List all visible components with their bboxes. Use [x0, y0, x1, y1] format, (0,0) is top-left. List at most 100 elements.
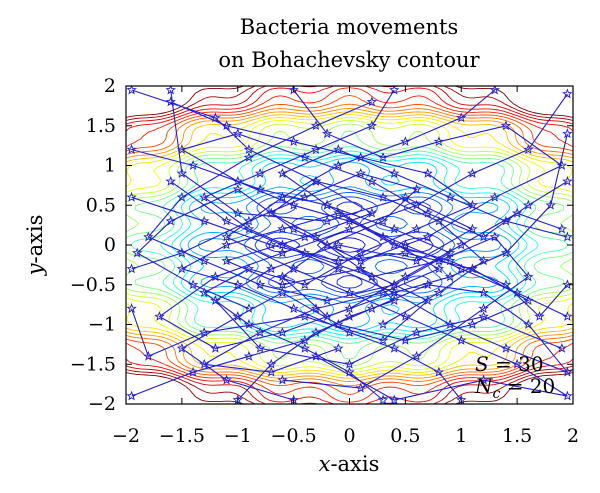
- bacteria-marker: [411, 255, 422, 266]
- bacteria-marker: [210, 295, 221, 306]
- bacteria-marker: [456, 239, 467, 250]
- contour-line: [126, 103, 573, 387]
- bacteria-marker: [254, 279, 266, 290]
- bacteria-marker: [143, 231, 154, 242]
- bacteria-marker: [456, 112, 467, 123]
- bacteria-marker: [355, 382, 366, 393]
- x-tick-label: 2: [567, 425, 579, 447]
- bacteria-marker: [187, 279, 199, 290]
- bacteria-marker: [400, 239, 411, 250]
- bacteria-marker: [377, 394, 389, 404]
- bacteria-marker: [411, 350, 422, 361]
- x-axis-label: x-axis: [319, 452, 380, 476]
- annotation-nc-var: N: [474, 374, 494, 398]
- bacteria-marker: [433, 215, 445, 226]
- bacteria-marker: [388, 168, 400, 178]
- bacteria-marker: [511, 358, 523, 369]
- chart-title-line-1: Bacteria movements: [240, 15, 458, 39]
- bacteria-marker: [310, 231, 322, 242]
- bacteria-marker: [456, 263, 467, 274]
- bacteria-marker: [176, 342, 188, 353]
- bacteria-marker: [299, 342, 311, 353]
- bacteria-marker: [400, 247, 411, 258]
- bacteria-marker: [355, 255, 366, 266]
- bacteria-marker: [366, 271, 378, 282]
- bacteria-marker: [232, 207, 243, 218]
- bacteria-marker: [400, 136, 411, 147]
- y-tick-label: 1.5: [86, 115, 116, 137]
- bacteria-path: [225, 89, 568, 401]
- bacteria-marker: [210, 342, 221, 353]
- bacteria-marker: [433, 255, 445, 266]
- annotation-nc: Nc = 20: [474, 374, 555, 402]
- bacteria-marker: [310, 327, 322, 337]
- bacteria-marker: [333, 342, 344, 353]
- bacteria-marker: [299, 247, 311, 258]
- bacteria-marker: [187, 366, 199, 377]
- bacteria-marker: [126, 390, 137, 401]
- bacteria-marker: [478, 303, 489, 314]
- bacteria-marker: [254, 168, 266, 178]
- bacteria-marker: [344, 215, 355, 226]
- y-axis-label-var: y: [23, 262, 47, 276]
- bacteria-marker: [422, 295, 433, 306]
- contour-line: [126, 111, 573, 379]
- x-tick-label: −0.5: [271, 425, 317, 447]
- bacteria-marker: [500, 215, 512, 226]
- bacteria-marker: [433, 263, 445, 274]
- bacteria-marker: [489, 86, 501, 95]
- y-axis-label-suffix: -axis: [23, 215, 47, 264]
- x-tick-label: 1.5: [502, 425, 532, 447]
- contour-line: [126, 86, 573, 404]
- bacteria-marker: [444, 319, 456, 329]
- bacteria-marker: [344, 327, 355, 337]
- annotation-s-var: S: [475, 352, 489, 376]
- bacteria-marker: [221, 374, 232, 385]
- contour-line: [126, 108, 573, 382]
- bacteria-marker: [288, 223, 299, 234]
- bacteria-marker: [277, 327, 288, 337]
- bacteria-marker: [254, 342, 266, 353]
- bacteria-marker: [165, 175, 176, 186]
- bacteria-marker: [277, 287, 288, 298]
- annotation-nc-sub: c: [493, 386, 501, 402]
- bacteria-marker: [478, 311, 489, 321]
- bacteria-marker: [344, 223, 355, 234]
- bacteria-marker: [344, 303, 355, 314]
- x-tick-label: 0: [343, 425, 355, 447]
- bacteria-marker: [377, 319, 389, 329]
- bacteria-marker: [377, 152, 389, 162]
- bacteria-marker: [400, 311, 411, 321]
- bacteria-marker: [377, 215, 389, 226]
- bacteria-marker: [310, 303, 322, 314]
- bacteria-marker: [310, 120, 322, 131]
- bacteria-marker: [243, 152, 255, 162]
- bacteria-marker: [467, 168, 478, 178]
- bacteria-marker: [266, 239, 277, 250]
- bacteria-marker: [126, 191, 137, 202]
- bacteria-marker: [131, 247, 143, 258]
- bacteria-marker: [210, 271, 221, 282]
- bacteria-marker: [355, 247, 366, 258]
- contour-line: [126, 123, 573, 367]
- bacteria-marker: [562, 279, 573, 290]
- bacteria-marker: [556, 223, 568, 234]
- bacteria-marker: [411, 223, 422, 234]
- bacteria-marker: [333, 319, 344, 329]
- bacteria-marker: [288, 303, 299, 314]
- bacteria-marker: [366, 120, 378, 131]
- bacteria-marker: [562, 175, 573, 186]
- bacteria-marker: [277, 374, 288, 385]
- bacteria-marker: [198, 191, 210, 202]
- x-tick-layer: −2 −1.5 −1 −0.5 0 0.5 1 1.5 2: [112, 86, 579, 447]
- bacteria-marker: [288, 136, 299, 147]
- bacteria-marker: [478, 231, 489, 242]
- bacteria-marker: [254, 183, 266, 194]
- bacteria-marker: [198, 255, 210, 266]
- bacteria-marker: [500, 120, 512, 131]
- bacteria-path: [136, 89, 563, 310]
- bacteria-marker: [176, 263, 188, 274]
- bacteria-marker: [388, 86, 400, 95]
- x-tick-label: 0.5: [390, 425, 420, 447]
